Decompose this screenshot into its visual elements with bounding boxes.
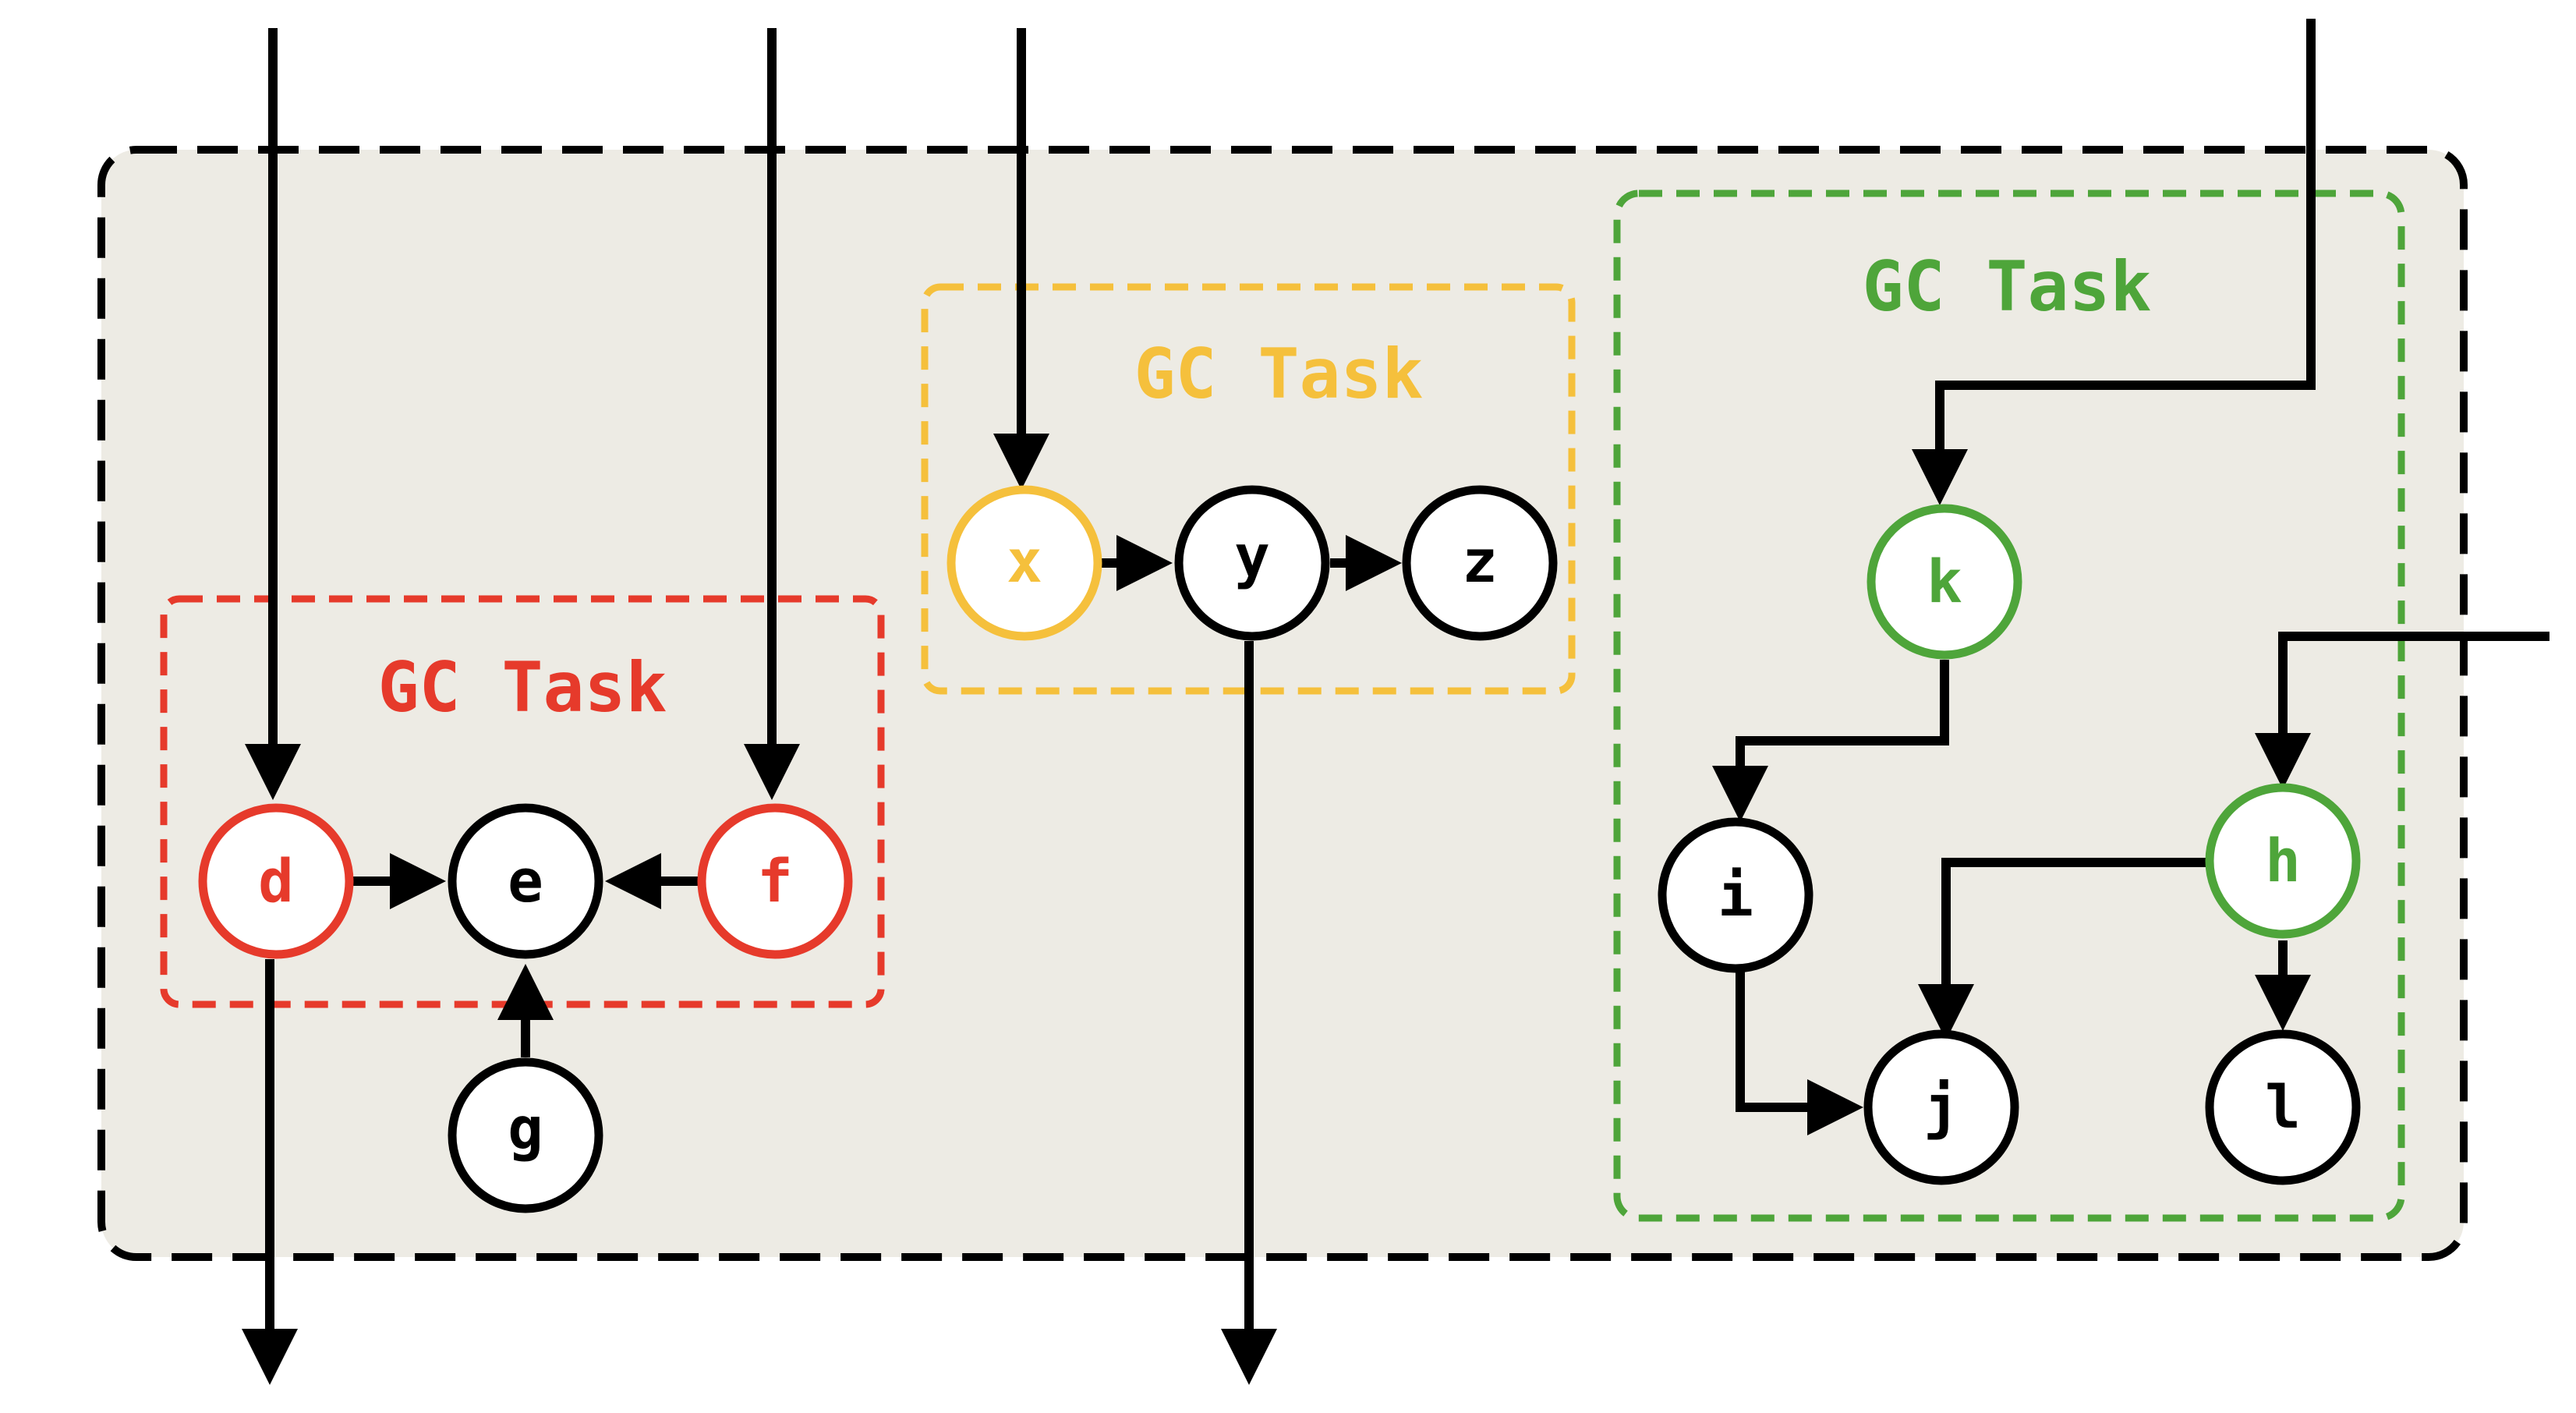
node-i-label: i [1718,860,1753,930]
yellow-task-label: GC Task [1134,334,1424,414]
node-i: i [1658,817,1813,973]
node-l-label: l [2265,1072,2301,1142]
edge-i-j [1736,972,1863,1135]
node-x-label: x [1007,526,1042,596]
node-j-label: j [1923,1072,1959,1142]
nodes: d e f g x y z k [198,485,2361,1213]
edge-in-k [1912,19,2316,505]
red-task-label: GC Task [378,647,667,728]
edge-h-j [1918,858,2211,1040]
node-y: y [1174,485,1330,641]
green-task-label: GC Task [1863,246,2152,327]
yellow-gc-task-box [921,283,1576,695]
node-f-label: f [757,846,793,915]
node-x: x [947,485,1102,641]
red-gc-task-box [160,595,885,1008]
node-f: f [697,803,853,959]
node-k-label: k [1927,547,1962,616]
node-e-label: e [508,846,543,915]
node-l: l [2205,1029,2361,1185]
node-k: k [1867,504,2022,660]
node-z-label: z [1462,526,1498,596]
node-g: g [448,1057,603,1213]
node-h: h [2205,783,2361,939]
edges [242,19,2549,1385]
node-d-label: d [258,846,294,915]
node-y-label: y [1234,522,1270,591]
node-d: d [198,803,354,959]
node-e: e [448,803,603,959]
node-g-label: g [508,1094,543,1163]
edge-k-i [1712,660,1949,822]
node-z: z [1402,485,1558,641]
outer-region [97,146,2468,1261]
edge-in-h [2255,632,2549,789]
node-h-label: h [2265,826,2301,895]
node-j: j [1863,1029,2019,1185]
